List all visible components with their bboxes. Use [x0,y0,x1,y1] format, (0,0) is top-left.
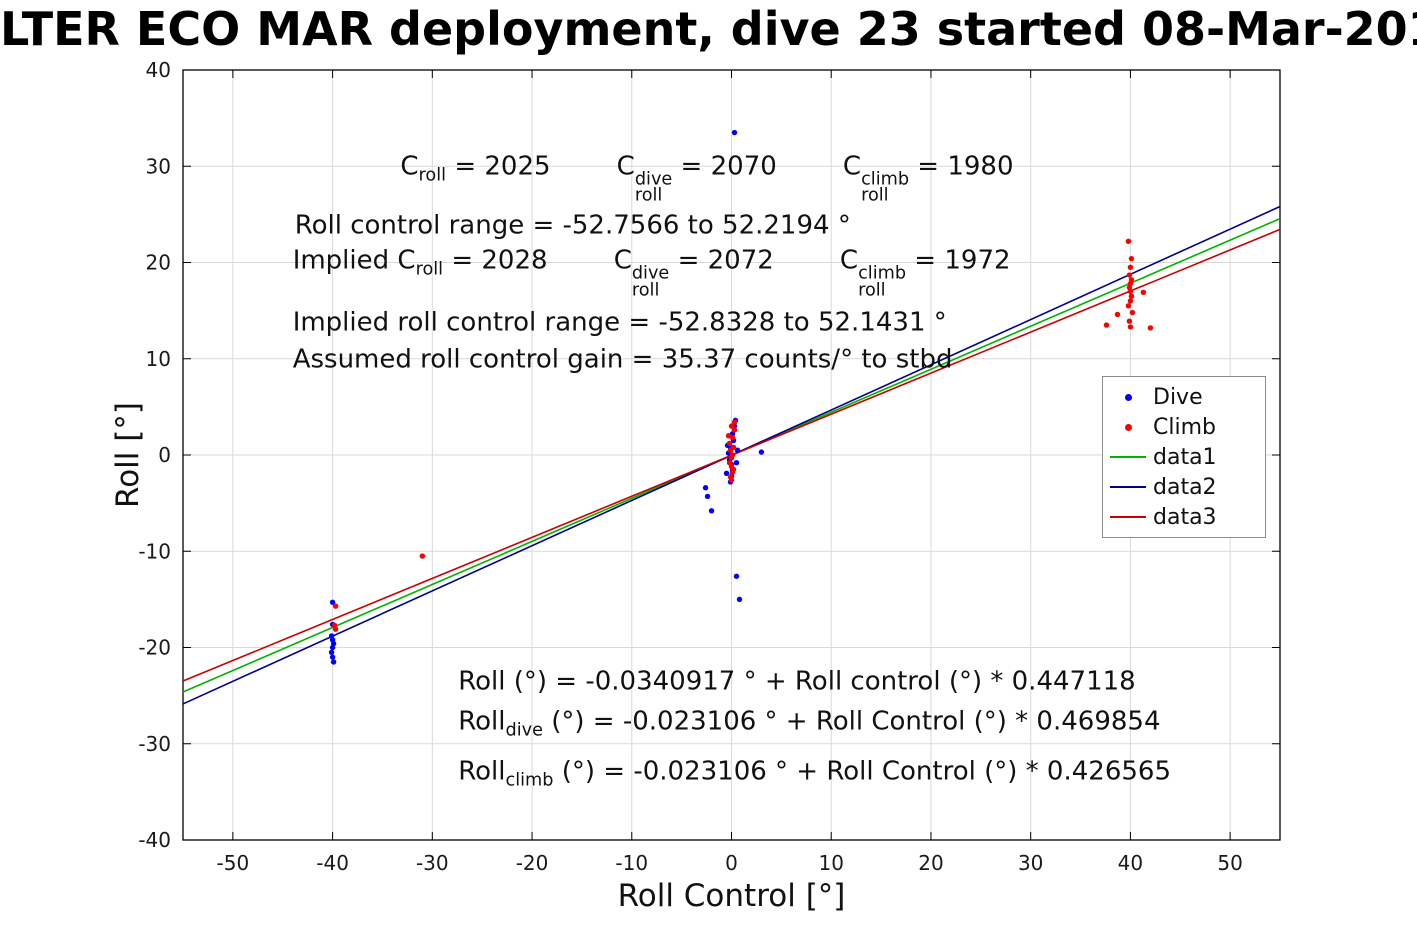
point-dive [328,649,335,656]
line-icon [1110,486,1146,488]
point-climb [726,460,733,466]
x-tick-label: -10 [615,851,648,875]
point-dive [704,493,711,500]
x-tick-label: -20 [516,851,549,875]
legend-dot-marker [1103,393,1153,401]
legend-line-marker [1103,486,1153,488]
y-tick-label: 10 [146,347,171,371]
point-climb [1114,311,1121,318]
legend-entry-dive: Dive [1103,382,1265,412]
point-dive [708,508,715,514]
point-climb [1125,238,1132,245]
point-dive [734,447,741,453]
point-dive [329,644,336,651]
point-dive [329,599,336,605]
point-climb [332,626,339,632]
point-climb [728,477,735,483]
dot-icon [1124,393,1132,401]
point-climb [1125,303,1132,309]
point-climb [729,434,736,441]
legend-label: Dive [1153,384,1203,410]
point-climb [419,553,426,559]
line-icon [1110,456,1146,458]
point-climb [1129,309,1136,316]
legend-label: data1 [1153,444,1217,470]
point-dive [731,129,738,136]
x-tick-label: 10 [819,851,844,875]
point-climb [725,433,732,439]
point-climb [1126,318,1133,324]
point-dive [733,460,740,466]
dot-icon [1124,423,1132,431]
x-tick-label: 20 [918,851,943,875]
point-climb [730,466,737,473]
point-dive [736,596,743,603]
x-tick-label: 40 [1118,851,1143,875]
point-climb [1127,298,1134,304]
point-dive [329,654,336,660]
point-climb [729,452,736,458]
x-tick-label: -40 [316,851,349,875]
x-tick-label: 50 [1217,851,1242,875]
x-tick-label: -50 [217,851,250,875]
point-climb [1128,255,1135,262]
point-climb [1103,322,1110,328]
point-dive [758,449,765,455]
point-climb [731,427,738,433]
legend-line-marker [1103,516,1153,518]
point-climb [1140,289,1147,296]
legend-label: Climb [1153,414,1216,440]
point-climb [1127,288,1134,295]
y-tick-label: -40 [138,828,171,852]
point-climb [1126,272,1133,278]
point-climb [730,444,737,450]
x-axis-label: Roll Control [°] [617,878,846,914]
point-dive [723,470,730,476]
point-dive [702,485,709,491]
point-climb [728,423,735,429]
legend-label: data3 [1153,504,1217,530]
legend-label: data2 [1153,474,1217,500]
legend-line-marker [1103,456,1153,458]
y-axis-label: Roll [°] [110,402,146,508]
point-climb [332,603,339,609]
legend-entry-data3: data3 [1103,502,1265,532]
point-climb [1127,324,1134,330]
y-tick-label: -20 [138,636,171,660]
y-tick-label: 30 [146,154,171,178]
point-climb [731,419,738,425]
point-dive [330,659,337,665]
legend-entry-data2: data2 [1103,472,1265,502]
legend-entry-data1: data1 [1103,442,1265,472]
point-climb [1127,264,1134,271]
x-tick-label: 30 [1018,851,1043,875]
legend-entry-climb: Climb [1103,412,1265,442]
chart-title: LTER ECO MAR deployment, dive 23 started… [0,2,1417,56]
point-dive [733,573,740,579]
point-climb [1147,325,1154,331]
legend-box: Dive Climb data1 data2 data3 [1102,376,1266,538]
point-climb [1128,293,1135,299]
line-icon [1110,516,1146,518]
y-tick-label: -30 [138,732,171,756]
y-tick-label: -10 [138,539,171,563]
y-tick-label: 40 [146,58,171,82]
y-tick-label: 0 [158,443,171,467]
x-tick-label: 0 [725,851,738,875]
point-climb [726,440,733,447]
legend-dot-marker [1103,423,1153,431]
x-tick-label: -30 [416,851,449,875]
y-tick-label: 20 [146,251,171,275]
